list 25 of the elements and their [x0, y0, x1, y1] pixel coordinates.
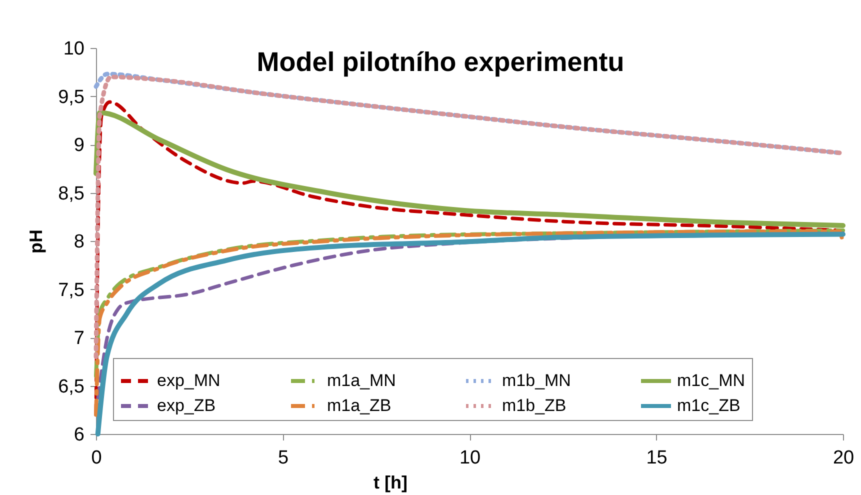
legend-label: m1a_ZB: [327, 396, 392, 415]
y-axis-title: pH: [26, 230, 46, 254]
legend-label: exp_MN: [157, 371, 220, 390]
legend-label: m1b_ZB: [502, 396, 566, 415]
y-tick-label: 8: [74, 232, 84, 252]
y-tick-label: 6: [74, 424, 84, 446]
y-tick-label: 9,5: [58, 86, 84, 108]
y-tick-label: 6,5: [58, 376, 84, 398]
y-tick-label: 10: [63, 38, 84, 60]
x-tick-label: 10: [459, 448, 481, 468]
y-tick-label: 9: [74, 135, 84, 156]
chart-title: Model pilotního experimentu: [256, 47, 624, 77]
x-tick-label: 0: [91, 448, 102, 468]
legend-label: exp_ZB: [157, 396, 216, 415]
y-tick-label: 7: [74, 328, 84, 349]
y-tick-label: 7,5: [58, 280, 84, 301]
x-tick-label: 20: [832, 448, 854, 468]
legend-label: m1c_MN: [677, 371, 746, 390]
legend-label: m1c_ZB: [677, 396, 740, 415]
x-tick-label: 15: [646, 448, 668, 468]
y-tick-label: 8,5: [58, 183, 84, 204]
legend-label: m1a_MN: [327, 371, 396, 390]
legend-label: m1b_MN: [502, 371, 571, 390]
x-tick-label: 5: [278, 448, 289, 468]
x-axis-title: t [h]: [374, 472, 408, 492]
